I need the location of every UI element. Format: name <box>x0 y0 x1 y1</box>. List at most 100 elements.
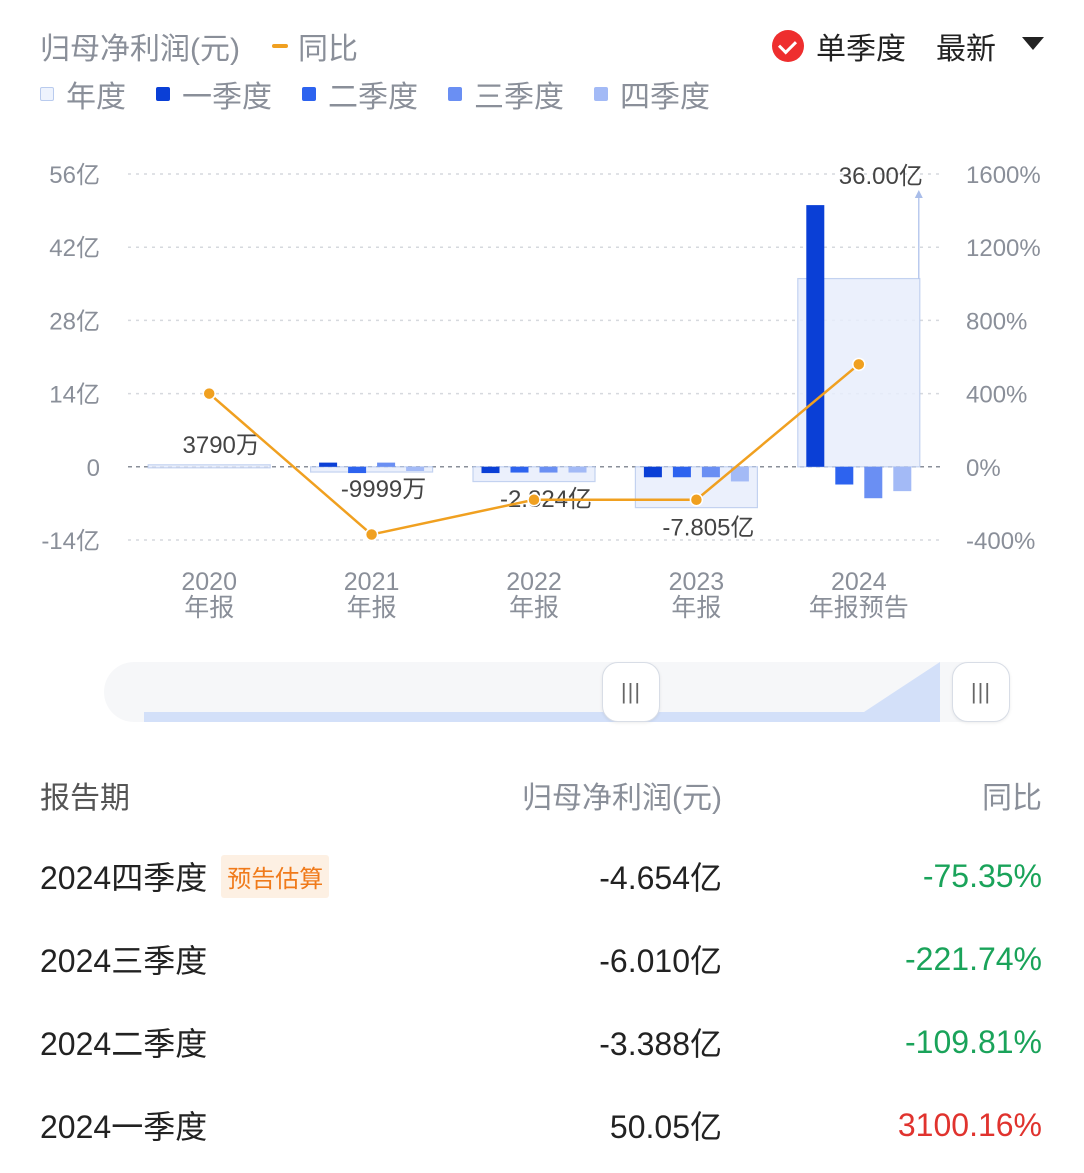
y-right-tick-label: 1200% <box>966 235 1041 262</box>
quarter-bar <box>806 205 825 467</box>
y-right-tick-label: 800% <box>966 308 1027 335</box>
yoy-point <box>689 492 704 507</box>
single-quarter-label: 单季度 <box>816 33 906 66</box>
yoy-point <box>202 386 216 401</box>
y-left-tick-label: 0 <box>87 455 100 482</box>
row-period: 2024二季度 <box>40 1026 208 1062</box>
quarter-bar <box>701 466 720 478</box>
quarter-bar <box>510 466 529 473</box>
legend-label-q3: 三季度 <box>474 81 564 114</box>
row-value: -4.654亿 <box>599 860 722 896</box>
row-yoy: 3100.16% <box>897 1106 1042 1143</box>
row-yoy: -75.35% <box>922 857 1042 894</box>
quarter-bar <box>643 466 662 478</box>
y-left-tick-label: 42亿 <box>49 235 100 262</box>
x-tick-label: 2022 <box>506 568 562 596</box>
latest-dropdown[interactable]: 最新 <box>936 24 1044 68</box>
y-left-tick-label: 14亿 <box>49 382 100 409</box>
quarter-bar <box>835 466 854 485</box>
quarter-bar <box>406 466 425 471</box>
y-left-tick-label: -14亿 <box>41 528 100 555</box>
yoy-line-swatch <box>272 44 288 48</box>
quarter-bar <box>377 462 396 467</box>
header-period: 报告期 <box>40 782 130 815</box>
forecast-marker-arrow <box>914 190 923 198</box>
legend-swatch-q3 <box>448 87 462 101</box>
legend-label-year: 年度 <box>66 81 126 114</box>
quarter-bar <box>568 466 587 473</box>
x-tick-label: 年报 <box>184 594 234 622</box>
y-left-tick-label: 56亿 <box>49 162 100 189</box>
row-yoy: -221.74% <box>905 940 1042 977</box>
slider-left-handle[interactable]: ||| <box>602 662 660 722</box>
range-slider[interactable]: ||| ||| <box>104 662 1010 722</box>
y-right-tick-label: 0% <box>966 455 1001 482</box>
x-tick-label: 年报 <box>509 594 559 622</box>
legend-item-q4[interactable]: 四季度 <box>594 72 710 116</box>
yoy-legend-label: 同比 <box>298 33 358 66</box>
row-period: 2024三季度 <box>40 943 208 979</box>
legend-swatch-q4 <box>594 87 608 101</box>
legend-item-year[interactable]: 年度 <box>40 72 126 116</box>
quarter-bar <box>539 466 558 473</box>
annual-data-label: 36.00亿 <box>839 163 923 190</box>
row-value: -6.010亿 <box>599 943 722 979</box>
legend-label-q1: 一季度 <box>182 81 272 114</box>
quarter-bar <box>672 466 691 478</box>
annual-data-label: -7.805亿 <box>662 515 754 542</box>
y-right-tick-label: -400% <box>966 528 1035 555</box>
x-tick-label: 2024 <box>831 568 887 596</box>
yoy-point <box>364 527 379 542</box>
forecast-badge: 预告估算 <box>221 854 330 898</box>
table-header: 报告期 归母净利润(元) 同比 <box>0 770 1084 820</box>
quarter-bar <box>319 462 338 467</box>
legend-item-q1[interactable]: 一季度 <box>156 72 272 116</box>
quarter-bar <box>864 466 883 499</box>
yoy-point <box>527 492 541 507</box>
legend-label-q4: 四季度 <box>620 81 710 114</box>
profit-chart[interactable]: -14亿 0 14亿 28亿 42亿 56亿 -400% 0% 400% 800% 1200% 160… <box>0 130 1084 650</box>
header-yoy: 同比 <box>982 782 1042 815</box>
row-value: 50.05亿 <box>609 1109 722 1145</box>
x-tick-label: 年报 <box>671 594 721 622</box>
table-row[interactable]: 2024三季度 -6.010亿 -221.74% <box>0 929 1084 989</box>
row-value: -3.388亿 <box>599 1026 722 1062</box>
y-right-tick-label: 400% <box>966 382 1027 409</box>
legend-item-q2[interactable]: 二季度 <box>302 72 418 116</box>
quarter-bar <box>893 466 912 492</box>
chevron-down-icon <box>1022 36 1044 50</box>
chart-title: 归母净利润(元) <box>40 33 240 66</box>
slider-right-handle[interactable]: ||| <box>952 662 1010 722</box>
annual-bar <box>472 466 596 483</box>
legend-swatch-q1 <box>156 87 170 101</box>
y-left-tick-label: 28亿 <box>49 308 100 335</box>
table-row[interactable]: 2024四季度 预告估算 -4.654亿 -75.35% <box>0 846 1084 906</box>
yoy-point <box>852 357 866 372</box>
legend-swatch-year <box>40 87 54 101</box>
yoy-legend[interactable]: 同比 <box>272 24 358 68</box>
x-tick-label: 年报 <box>347 594 397 622</box>
row-yoy: -109.81% <box>905 1023 1042 1060</box>
y-right-tick-label: 1600% <box>966 162 1041 189</box>
single-quarter-toggle[interactable]: 单季度 <box>772 24 906 68</box>
header-value: 归母净利润(元) <box>522 782 722 815</box>
x-tick-label: 2021 <box>344 568 400 596</box>
quarter-bar <box>481 466 500 474</box>
table-row[interactable]: 2024二季度 -3.388亿 -109.81% <box>0 1012 1084 1072</box>
annual-data-label: 3790万 <box>183 432 260 459</box>
legend-item-q3[interactable]: 三季度 <box>448 72 564 116</box>
row-period: 2024一季度 <box>40 1109 208 1145</box>
x-tick-label: 2023 <box>669 568 725 596</box>
annual-data-label: -9999万 <box>341 476 426 503</box>
annual-bar <box>310 466 434 473</box>
x-tick-label: 2020 <box>181 568 237 596</box>
quarter-bar <box>730 466 749 482</box>
legend-label-q2: 二季度 <box>328 81 418 114</box>
row-period: 2024四季度 预告估算 <box>40 846 330 906</box>
table-row[interactable]: 2024一季度 50.05亿 3100.16% <box>0 1095 1084 1155</box>
row-period-label: 2024四季度 <box>40 860 208 896</box>
check-icon <box>772 30 804 62</box>
x-tick-label: 年报预告 <box>809 594 909 622</box>
quarter-bar <box>348 466 367 474</box>
slider-minimap <box>144 662 940 722</box>
